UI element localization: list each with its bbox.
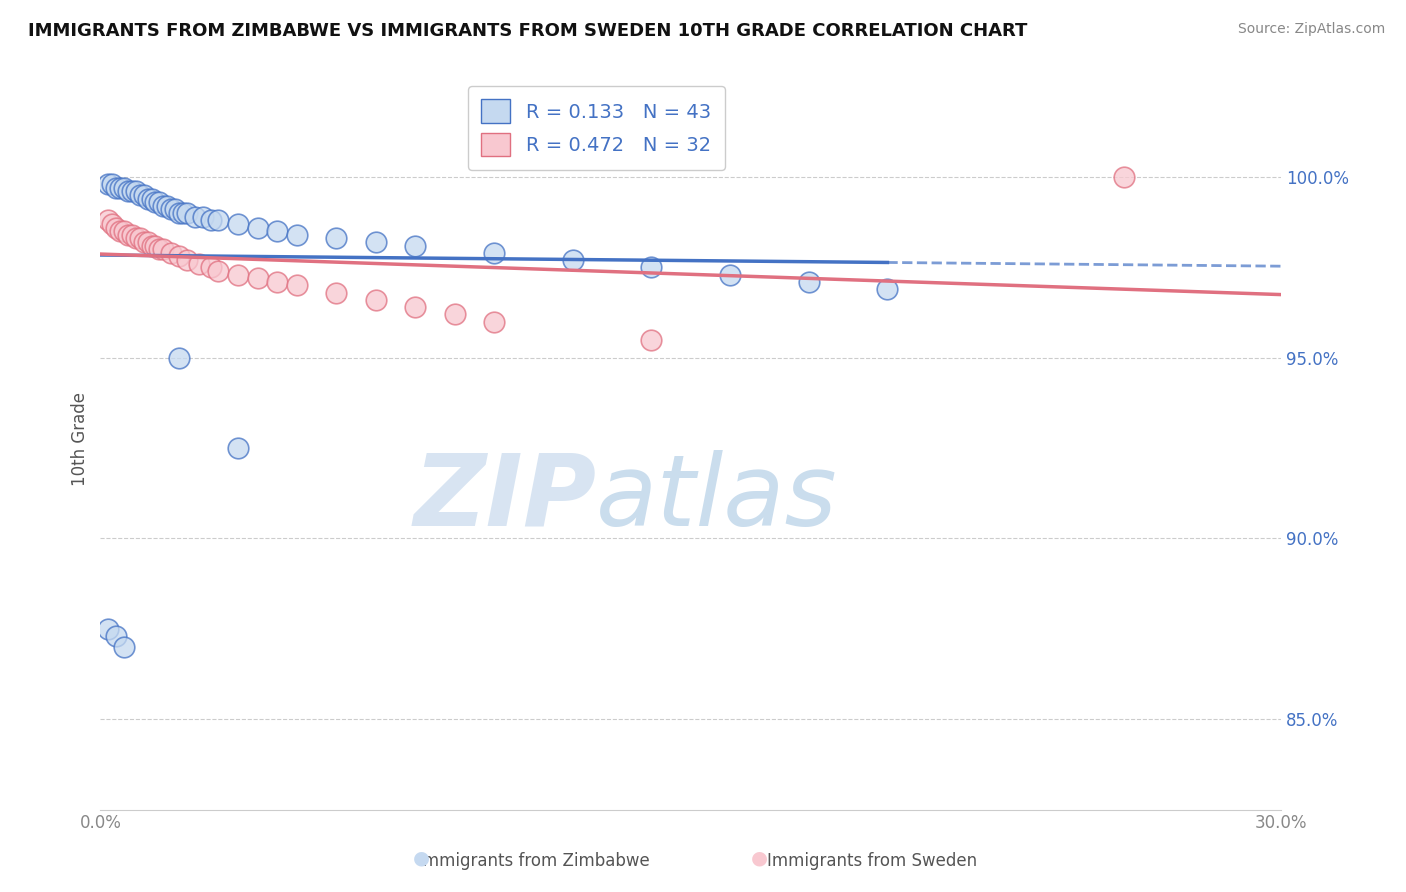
Point (105, 629, 128, 643)
Point (108, 181, 131, 195)
Point (364, 293, 387, 307)
Point (167, 206, 190, 220)
Y-axis label: 10th Grade: 10th Grade (72, 392, 89, 486)
Text: Immigrants from Zimbabwe: Immigrants from Zimbabwe (419, 852, 650, 870)
Point (132, 188, 155, 202)
Text: ●: ● (751, 848, 768, 867)
Point (325, 285, 347, 300)
Point (148, 242, 170, 256)
Point (404, 238, 426, 252)
Point (125, 185, 148, 199)
Point (246, 271, 269, 285)
Point (97, 213, 120, 227)
Text: ZIP: ZIP (413, 450, 596, 547)
Point (141, 238, 163, 252)
Point (226, 441, 249, 455)
Point (112, 181, 135, 195)
Point (200, 213, 222, 227)
Point (105, 181, 128, 195)
Point (207, 264, 229, 278)
Point (200, 260, 222, 275)
Point (160, 202, 183, 217)
Point (145, 238, 167, 252)
Point (108, 224, 131, 238)
Point (97, 622, 120, 636)
Point (226, 268, 249, 282)
Point (167, 351, 190, 365)
Point (165, 202, 187, 217)
Point (797, 275, 820, 289)
Point (145, 195, 167, 210)
Point (640, 260, 662, 275)
Point (325, 231, 347, 245)
Point (718, 268, 741, 282)
Point (285, 278, 308, 293)
Point (191, 210, 214, 224)
Point (176, 253, 198, 268)
Point (876, 282, 898, 296)
Point (207, 213, 229, 227)
Point (167, 250, 190, 264)
Point (117, 227, 139, 242)
Point (176, 206, 198, 220)
Point (105, 220, 128, 235)
Point (285, 227, 308, 242)
Point (152, 199, 174, 213)
Point (640, 333, 662, 347)
Point (160, 245, 183, 260)
Point (136, 192, 159, 206)
Point (112, 224, 135, 238)
Text: atlas: atlas (596, 450, 838, 547)
Point (128, 231, 150, 245)
Point (561, 253, 583, 268)
Point (1112, 169, 1135, 184)
Point (482, 314, 505, 328)
Point (187, 257, 209, 271)
Point (443, 307, 465, 321)
Point (266, 224, 288, 238)
Point (132, 235, 155, 249)
Point (128, 188, 150, 202)
Point (101, 217, 124, 231)
Point (172, 206, 194, 220)
Point (97, 177, 120, 191)
Point (121, 185, 143, 199)
Text: Immigrants from Sweden: Immigrants from Sweden (766, 852, 977, 870)
Point (112, 640, 135, 654)
Text: Source: ZipAtlas.com: Source: ZipAtlas.com (1237, 22, 1385, 37)
Point (184, 210, 207, 224)
Point (125, 231, 148, 245)
Point (101, 177, 124, 191)
Point (148, 195, 170, 210)
Text: ●: ● (413, 848, 430, 867)
Text: IMMIGRANTS FROM ZIMBABWE VS IMMIGRANTS FROM SWEDEN 10TH GRADE CORRELATION CHART: IMMIGRANTS FROM ZIMBABWE VS IMMIGRANTS F… (28, 22, 1028, 40)
Point (364, 235, 387, 249)
Point (404, 300, 426, 314)
Point (482, 245, 505, 260)
Point (141, 192, 163, 206)
Point (246, 220, 269, 235)
Point (136, 235, 159, 249)
Point (121, 227, 143, 242)
Point (156, 199, 179, 213)
Point (266, 275, 288, 289)
Point (117, 185, 139, 199)
Point (152, 242, 174, 256)
Point (226, 217, 249, 231)
Legend: R = 0.133   N = 43, R = 0.472   N = 32: R = 0.133 N = 43, R = 0.472 N = 32 (468, 86, 724, 170)
